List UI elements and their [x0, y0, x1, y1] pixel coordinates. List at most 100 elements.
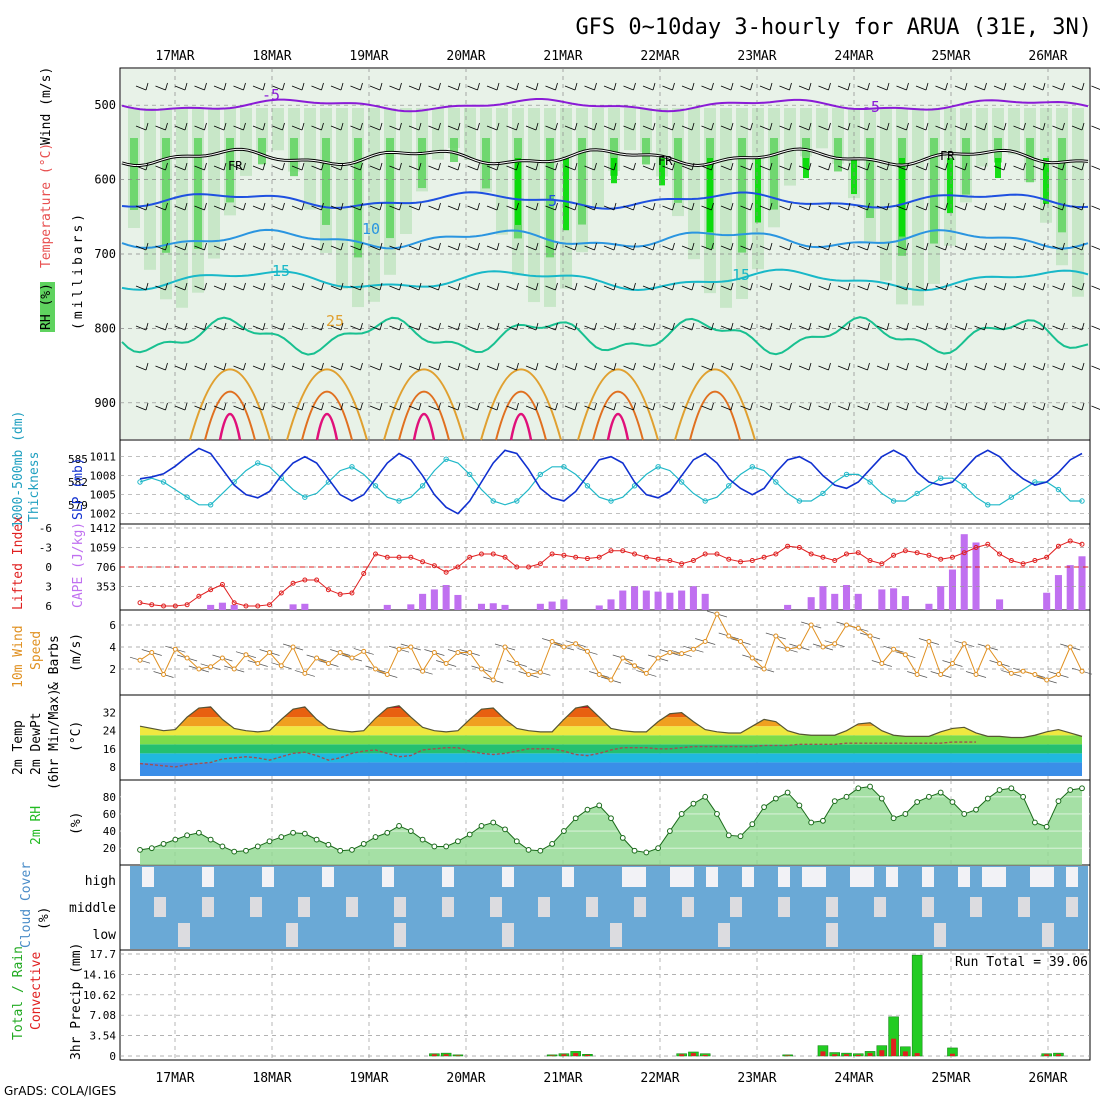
thickness-point — [207, 502, 214, 508]
lifted-index-point — [467, 554, 473, 560]
wind-barb — [584, 125, 595, 131]
wind-barb — [857, 325, 868, 331]
run-total: Run Total = 39.06 — [955, 955, 1088, 970]
wind-barb — [233, 205, 244, 211]
cloud-high-gap — [262, 867, 274, 887]
wind-barb-flag — [789, 82, 792, 91]
rh-band-mid — [322, 138, 330, 225]
rh-point — [349, 846, 355, 853]
wind-barb-flag — [438, 402, 441, 411]
wind-speed-point — [832, 641, 838, 647]
wind-speed-point — [396, 646, 402, 652]
wind-barb-flag — [633, 322, 636, 331]
wind-barb-flag — [243, 322, 246, 331]
wind-barb — [993, 405, 1005, 411]
wind-barb-flag — [730, 402, 734, 411]
footer-credit: GrADS: COLA/IGES — [4, 1084, 116, 1098]
wind-barb — [389, 125, 400, 131]
cape-bar — [842, 585, 851, 610]
rh-band-dark — [851, 158, 857, 195]
wind-barb — [291, 85, 303, 91]
wind-barb — [701, 245, 712, 251]
cloud-high-gap — [682, 867, 694, 887]
wind-barb — [1032, 285, 1044, 291]
wind-barb-flag — [691, 362, 695, 371]
cloud-mid-gap — [826, 897, 838, 917]
wind-barb — [291, 245, 303, 251]
wind-barb — [623, 125, 634, 131]
wind-barb — [623, 365, 634, 371]
lifted-index-point — [561, 552, 567, 558]
wind-speed-point — [808, 622, 814, 628]
wind-speed-point — [620, 655, 626, 661]
wind-barb — [428, 325, 439, 331]
lifted-index-point — [926, 552, 932, 558]
wind-barb — [1071, 245, 1083, 251]
wind-speed-point — [219, 655, 225, 661]
precip-convective-bar — [549, 1055, 555, 1056]
rh-point — [148, 845, 155, 852]
wind-barb — [369, 365, 381, 371]
wind-barb-flag — [828, 362, 831, 371]
wind-barb-flag — [945, 402, 948, 411]
wind-barb-flag — [652, 122, 656, 131]
wind-barb-flag — [262, 162, 266, 171]
wind-barb-flag — [204, 322, 207, 331]
lifted-index-point — [243, 603, 249, 609]
lifted-index-point — [620, 548, 626, 554]
lifted-index-tick: 6 — [45, 600, 52, 613]
wind-barb-flag — [847, 242, 851, 251]
wind-barb — [603, 205, 615, 211]
wind-barb-flag — [340, 362, 344, 371]
wind-speed-point — [1020, 668, 1026, 674]
wind-barb — [1091, 205, 1100, 210]
wind-barb-flag — [652, 162, 656, 171]
cloud-high-gap — [502, 867, 514, 887]
date-label-top: 22MAR — [640, 49, 679, 64]
wind-barb — [194, 245, 205, 251]
wind-barb-flag — [594, 362, 597, 371]
date-label-top: 24MAR — [834, 49, 873, 64]
wind-barb-flag — [535, 242, 539, 251]
wind-speed-point — [961, 641, 967, 647]
date-label-top: 26MAR — [1028, 49, 1067, 64]
rh-point — [808, 819, 815, 826]
wind-speed-tick: 4 — [109, 641, 116, 654]
lifted-index-point — [749, 558, 755, 563]
wind-barb — [272, 325, 283, 331]
wind-barb-flag — [574, 202, 578, 211]
wind-barb-flag — [340, 322, 344, 331]
wind-barb — [701, 165, 712, 171]
wind-barb-flag — [633, 402, 636, 411]
wind-barb — [213, 85, 225, 91]
wind-barb-flag — [516, 162, 519, 171]
wind-barb-flag — [165, 362, 168, 371]
wind-barb — [720, 85, 732, 91]
wind-barb-flag — [886, 202, 890, 211]
wind10m-label: 10m Wind — [11, 625, 26, 688]
thickness-point — [443, 456, 449, 462]
wind-barb — [954, 205, 966, 211]
wind-barb — [837, 245, 849, 251]
cape-bar — [819, 586, 827, 610]
wind-barb — [857, 205, 868, 211]
pressure-tick: 700 — [94, 247, 116, 261]
cape-bar — [807, 597, 815, 610]
wind-barb-flag — [691, 242, 695, 251]
wind-barbs-label: & Barbs — [47, 635, 62, 690]
wind-barb — [701, 125, 712, 131]
wind-barb-flag — [750, 202, 753, 211]
rh-point — [890, 815, 897, 822]
lifted-index-tick: -3 — [39, 542, 52, 555]
date-label-bottom: 24MAR — [834, 1071, 873, 1086]
wind-barb-flag — [418, 322, 422, 331]
rh-band-mid — [418, 138, 426, 189]
wind-barb-flag — [691, 322, 695, 331]
wind-barb-flag — [282, 402, 285, 411]
wind-barb-flag — [496, 242, 500, 251]
wind-barb-flag — [399, 242, 402, 251]
panel-frame-wind — [119, 609, 1091, 696]
wind-barb — [993, 205, 1005, 211]
rh-band — [176, 108, 188, 308]
lifted-index-point — [891, 552, 897, 558]
